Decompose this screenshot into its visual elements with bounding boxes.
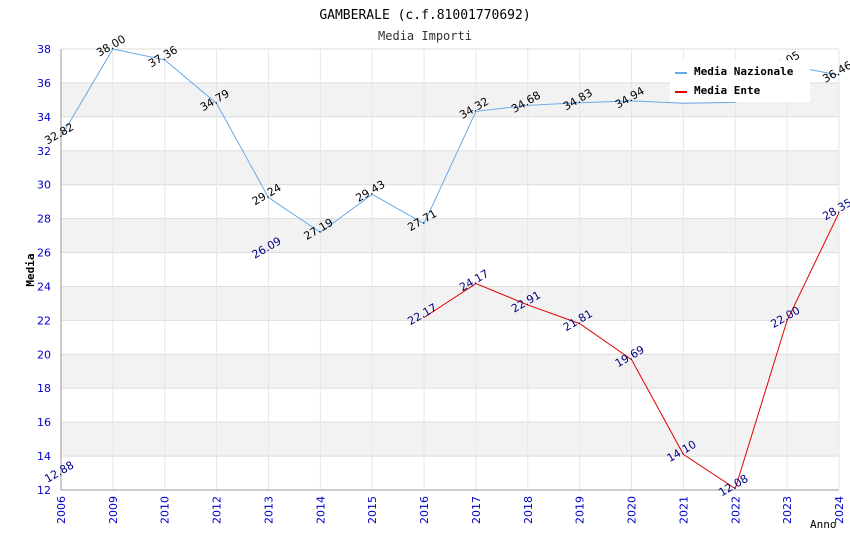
y-tick-38: 38 bbox=[37, 43, 51, 56]
chart-title: GAMBERALE (c.f.81001770692) bbox=[319, 8, 530, 23]
y-axis-label: Media bbox=[24, 253, 37, 286]
legend: Media Nazionale Media Ente bbox=[670, 60, 810, 102]
y-tick-12: 12 bbox=[37, 484, 51, 497]
x-tick-2023: 2023 bbox=[781, 496, 794, 524]
y-tick-18: 18 bbox=[37, 382, 51, 395]
x-tick-2021: 2021 bbox=[677, 496, 690, 524]
series-lines bbox=[60, 48, 840, 490]
x-tick-labels: 2006 2009 2010 2012 2013 2014 2015 2016 2017 2018… bbox=[55, 496, 846, 524]
grid-band bbox=[61, 354, 839, 389]
x-tick-2016: 2016 bbox=[418, 496, 431, 524]
x-tick-2014: 2014 bbox=[314, 496, 327, 524]
x-tick-2022: 2022 bbox=[729, 496, 742, 524]
data-label-media-nazionale-2024: 36.46 bbox=[820, 59, 850, 86]
y-tick-24: 24 bbox=[37, 280, 51, 293]
grid-band bbox=[61, 422, 839, 457]
grid-band bbox=[61, 218, 839, 253]
data-label-media-ente-2022: 12.08 bbox=[717, 472, 751, 499]
y-tick-28: 28 bbox=[37, 213, 51, 226]
chart-subtitle: Media Importi bbox=[378, 29, 472, 43]
y-tick-20: 20 bbox=[37, 348, 51, 361]
y-tick-14: 14 bbox=[37, 450, 51, 463]
x-tick-2012: 2012 bbox=[211, 496, 224, 524]
grid-band bbox=[61, 286, 839, 321]
x-tick-2015: 2015 bbox=[366, 496, 379, 524]
x-tick-2019: 2019 bbox=[574, 496, 587, 524]
legend-label-media-ente: Media Ente bbox=[694, 84, 761, 97]
y-tick-labels: 12 14 16 18 20 22 24 26 28 30 32 34 36 38 bbox=[37, 43, 51, 497]
x-tick-2009: 2009 bbox=[107, 496, 120, 524]
y-tick-22: 22 bbox=[37, 314, 51, 327]
legend-box bbox=[670, 60, 810, 102]
series-line-media-nazionale bbox=[60, 48, 840, 233]
x-tick-2020: 2020 bbox=[626, 496, 639, 524]
y-tick-26: 26 bbox=[37, 247, 51, 260]
data-label-media-nazionale-2009: 38.00 bbox=[94, 32, 128, 59]
x-tick-2006: 2006 bbox=[55, 496, 68, 524]
data-label-media-nazionale-2010: 37.36 bbox=[146, 43, 180, 70]
x-axis-label: Anno bbox=[810, 518, 837, 531]
axes bbox=[60, 49, 839, 491]
series-line-media-ente bbox=[423, 212, 840, 490]
y-tick-30: 30 bbox=[37, 179, 51, 192]
grid-bands bbox=[61, 82, 839, 457]
y-tick-32: 32 bbox=[37, 145, 51, 158]
y-tick-16: 16 bbox=[37, 416, 51, 429]
x-tick-2018: 2018 bbox=[522, 496, 535, 524]
x-tick-2010: 2010 bbox=[159, 496, 172, 524]
grid-lines bbox=[60, 48, 840, 491]
x-tick-2017: 2017 bbox=[470, 496, 483, 524]
y-tick-34: 34 bbox=[37, 111, 51, 124]
y-tick-36: 36 bbox=[37, 77, 51, 90]
x-tick-2024: 2024 bbox=[833, 496, 846, 524]
data-label-media-nazionale-2006: 32.82 bbox=[42, 120, 76, 147]
x-tick-2013: 2013 bbox=[262, 496, 275, 524]
legend-label-media-nazionale: Media Nazionale bbox=[694, 65, 794, 78]
